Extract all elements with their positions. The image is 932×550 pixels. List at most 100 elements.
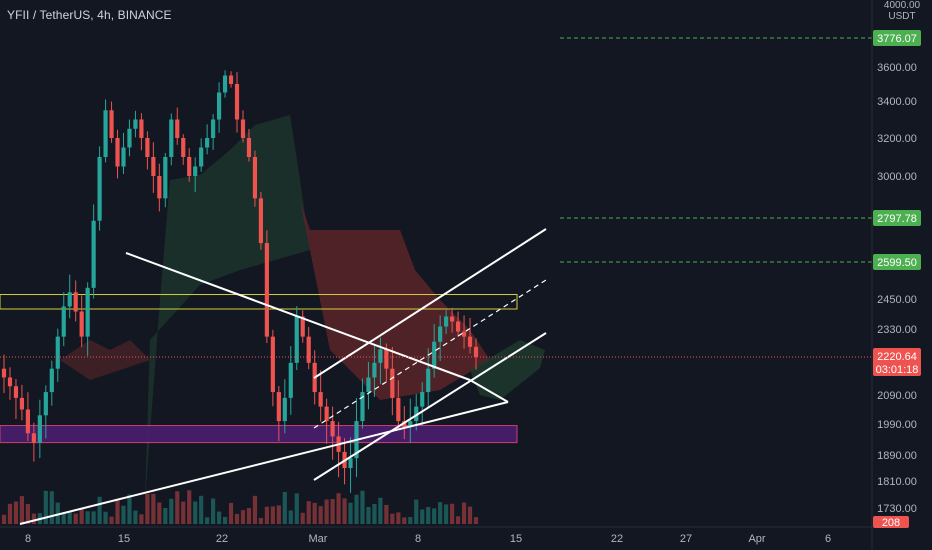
- y-tick-label: 2090.00: [877, 390, 917, 402]
- volume-bar: [396, 512, 401, 524]
- volume-bar: [211, 498, 216, 524]
- volume-bar: [455, 516, 461, 524]
- volume-bar: [324, 499, 329, 524]
- volume-bar: [49, 491, 54, 524]
- candle-body: [270, 336, 275, 393]
- candle-body: [372, 362, 377, 378]
- y-tick-label: 3200.00: [877, 133, 917, 145]
- candle-body: [473, 346, 479, 357]
- candle-body: [420, 392, 425, 407]
- volume-bar: [414, 499, 419, 524]
- candle-body: [163, 157, 168, 199]
- ichimoku-cloud: [60, 115, 545, 500]
- candle-body: [222, 75, 228, 93]
- candle-body: [252, 157, 258, 199]
- candle-body: [13, 386, 19, 398]
- volume-bar: [282, 491, 287, 524]
- volume-tag: [873, 516, 909, 528]
- candle-body: [402, 421, 407, 428]
- volume-bar: [348, 502, 353, 524]
- volume-bar: [420, 509, 425, 524]
- candle-body: [294, 316, 299, 363]
- volume-bar: [336, 493, 341, 524]
- x-tick-label: 15: [510, 533, 522, 545]
- candle-body: [258, 198, 264, 244]
- volume-bar: [133, 510, 138, 524]
- resistance-zone: [0, 294, 518, 310]
- candle-body: [19, 397, 25, 410]
- volume-bar: [103, 511, 108, 524]
- volume-bar: [384, 504, 389, 524]
- volume-bar: [163, 507, 168, 524]
- volume-bar: [79, 508, 84, 524]
- volume-bar: [7, 503, 13, 524]
- candle-body: [228, 75, 234, 84]
- candle-body: [432, 341, 437, 369]
- volume-bar: [354, 494, 359, 524]
- candle-body: [1, 368, 7, 378]
- volume-bar: [25, 504, 30, 524]
- volume-bar: [342, 498, 347, 524]
- candle-body: [115, 138, 120, 167]
- target-label-bg: [873, 210, 921, 226]
- candle-body: [43, 392, 48, 416]
- candle-body: [438, 326, 443, 342]
- target-label: 2599.50: [877, 257, 917, 269]
- trendline-drawings: [19, 228, 547, 525]
- candle-body: [37, 415, 42, 443]
- candle-body: [450, 316, 455, 322]
- volume-bar: [151, 493, 156, 524]
- candle-body: [444, 316, 449, 327]
- time-axis: 8 15 22 Mar 8 15 22 27 Apr 6: [0, 526, 872, 545]
- candle-body: [461, 331, 467, 337]
- candle-body: [216, 92, 222, 120]
- candle-body: [318, 392, 323, 407]
- candle-body: [414, 406, 419, 422]
- candle-body: [85, 287, 90, 337]
- volume-bar: [444, 504, 449, 524]
- channel-midline: [313, 279, 547, 429]
- volume-bar: [187, 490, 192, 524]
- candle-body: [61, 306, 66, 337]
- candle-body: [67, 292, 72, 307]
- candle-body: [455, 321, 461, 332]
- candle-body: [199, 147, 204, 167]
- x-tick-label: 15: [118, 533, 130, 545]
- volume-bar: [31, 513, 36, 524]
- candle-body: [211, 119, 216, 138]
- target-lines: 3776.07 2797.78 2599.50: [0, 30, 921, 358]
- y-tick-label: 2450.00: [877, 294, 917, 306]
- candle-body: [264, 243, 269, 337]
- candle-body: [145, 138, 150, 157]
- candle-body: [426, 368, 431, 393]
- x-tick-label: Mar: [309, 533, 328, 545]
- volume-bar: [461, 502, 467, 524]
- volume-bar: [426, 506, 431, 524]
- candle-body: [121, 147, 126, 167]
- volume-bar: [264, 506, 269, 524]
- volume-bar: [390, 513, 395, 524]
- current-price-tag: [873, 348, 921, 376]
- symbol-title[interactable]: YFII / TetherUS, 4h, BINANCE: [7, 8, 172, 22]
- volume-bar: [222, 516, 228, 524]
- x-tick-label: 6: [825, 533, 831, 545]
- volume-bar: [432, 508, 437, 524]
- x-tick-label: 22: [216, 533, 228, 545]
- volume-bar: [205, 517, 210, 524]
- volume-bar: [366, 507, 371, 524]
- y-tick-label: 1730.00: [877, 503, 917, 515]
- candle-body: [276, 392, 281, 422]
- candle-body: [25, 409, 30, 434]
- volume-bar: [228, 502, 234, 524]
- candle-body: [282, 397, 287, 422]
- candle-body: [246, 138, 252, 157]
- volume-bar: [19, 496, 25, 524]
- candle-body: [157, 176, 162, 199]
- target-label: 3776.07: [877, 33, 917, 45]
- volume-bar: [85, 511, 90, 524]
- volume-bar: [473, 517, 479, 524]
- candle-body: [205, 138, 210, 148]
- volume-bar: [252, 495, 258, 524]
- current-price-label: 2220.64: [877, 351, 917, 363]
